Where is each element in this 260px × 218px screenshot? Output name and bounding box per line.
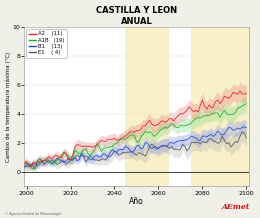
Bar: [191, 27, 249, 186]
X-axis label: Año: Año: [129, 197, 144, 206]
Text: © Agencia Estatal de Meteorología: © Agencia Estatal de Meteorología: [5, 212, 61, 216]
Bar: [126, 27, 170, 186]
Title: CASTILLA Y LEON
ANUAL: CASTILLA Y LEON ANUAL: [96, 5, 177, 26]
Legend: A2    (11), A1B   (19), B1    (13), E1    ( 4): A2 (11), A1B (19), B1 (13), E1 ( 4): [26, 29, 67, 58]
Y-axis label: Cambio de la temperatura máxima (°C): Cambio de la temperatura máxima (°C): [5, 52, 11, 162]
Text: AEmet: AEmet: [221, 203, 250, 211]
